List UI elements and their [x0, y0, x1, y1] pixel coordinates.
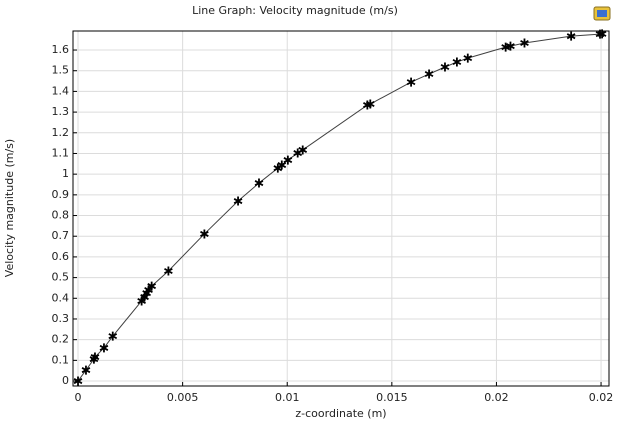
data-point [283, 155, 293, 165]
data-point [200, 229, 209, 239]
y-tick-label: 1.4 [52, 84, 70, 97]
y-tick-label: 0.2 [52, 333, 70, 346]
x-tick-label: 0.015 [376, 391, 408, 404]
data-point [597, 29, 607, 39]
y-tick-label: 1.3 [52, 105, 70, 118]
y-tick-label: 1.2 [52, 126, 70, 139]
plot-frame [72, 30, 610, 387]
y-tick-label: 0.9 [52, 188, 70, 201]
y-tick-label: 0.6 [52, 250, 70, 263]
data-point [277, 160, 287, 170]
data-point [463, 53, 473, 63]
data-point [99, 343, 109, 353]
data-point [424, 69, 434, 79]
data-point [452, 57, 462, 67]
x-tick-label: 0.02 [589, 391, 614, 404]
x-tick-label: 0.02 [484, 391, 509, 404]
plot-area [73, 31, 609, 386]
data-point [108, 331, 118, 341]
y-axis-label: Velocity magnitude (m/s) [3, 139, 16, 277]
x-tick-label: 0.005 [167, 391, 199, 404]
data-point [440, 62, 450, 72]
data-point [147, 281, 157, 291]
data-point [566, 31, 576, 41]
y-tick-label: 1 [62, 167, 69, 180]
chart-title: Line Graph: Velocity magnitude (m/s) [192, 4, 398, 17]
y-tick-label: 0 [62, 374, 69, 387]
data-point [81, 365, 91, 375]
y-tick-label: 0.1 [52, 353, 70, 366]
x-tick-label: 0 [75, 391, 82, 404]
data-point [233, 196, 243, 206]
data-point [164, 266, 173, 276]
y-tick-label: 0.5 [52, 271, 70, 284]
y-tick-label: 0.8 [52, 209, 70, 222]
y-tick-label: 1.1 [52, 146, 70, 159]
data-point [365, 99, 375, 109]
export-icon[interactable] [593, 6, 611, 21]
y-tick-label: 0.4 [52, 291, 70, 304]
x-axis-label: z-coordinate (m) [295, 407, 386, 420]
y-tick-label: 1.6 [52, 43, 70, 56]
data-point [298, 145, 308, 155]
data-point [73, 376, 83, 386]
data-point [254, 178, 264, 188]
y-tick-label: 1.5 [52, 64, 70, 77]
data-point [520, 38, 529, 48]
y-tick-label: 0.7 [52, 229, 70, 242]
data-point [506, 41, 515, 51]
x-tick-label: 0.01 [275, 391, 300, 404]
y-tick-label: 0.3 [52, 312, 70, 325]
data-point [406, 77, 416, 87]
data-point [90, 352, 100, 362]
